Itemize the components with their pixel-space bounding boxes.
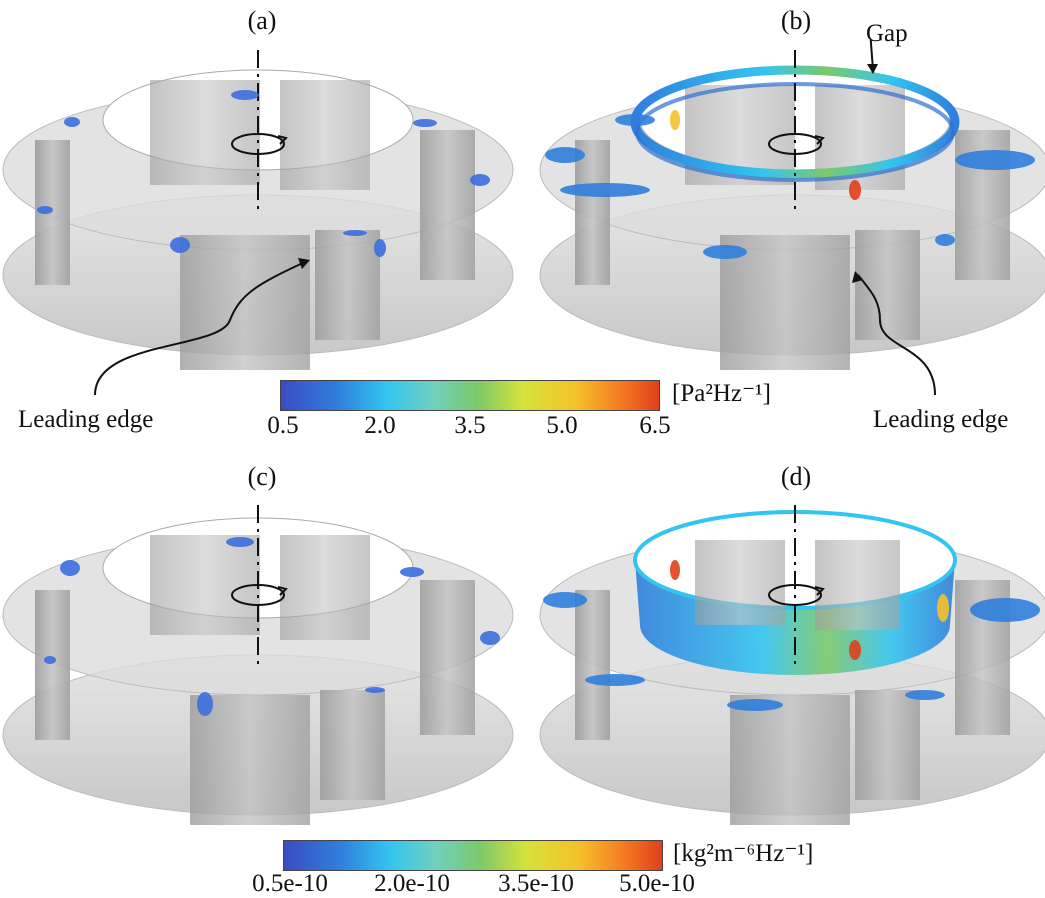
rotation-arrow-icon xyxy=(231,133,285,155)
rotation-arrow-icon xyxy=(768,133,822,155)
colorbar-density-unit: [kg²m⁻⁶Hz⁻¹] xyxy=(673,840,814,867)
leading-edge-label-left: Leading edge xyxy=(18,406,154,433)
pressure-contours xyxy=(545,110,1035,259)
panel-label-a: (a) xyxy=(247,6,277,35)
blade xyxy=(280,80,370,190)
impeller-render-c xyxy=(0,500,520,870)
density-contours xyxy=(543,560,1040,711)
colorbar-tick: 2.0e-10 xyxy=(374,870,450,897)
density-contours xyxy=(44,537,500,716)
colorbar-pressure-unit: [Pa²Hz⁻¹] xyxy=(672,380,771,407)
panel-label-c: (c) xyxy=(247,462,277,491)
impeller-render-a xyxy=(0,40,520,410)
gap-annotation: Gap xyxy=(866,20,908,47)
impeller-render-d xyxy=(525,500,1045,870)
colorbar-tick: 5.0e-10 xyxy=(619,870,695,897)
colorbar-tick: 5.0 xyxy=(546,412,578,439)
colorbar-tick: 2.0 xyxy=(364,412,396,439)
colorbar-tick: 0.5 xyxy=(267,412,299,439)
rotation-arrow-icon xyxy=(768,584,822,606)
blade xyxy=(315,230,380,340)
colorbar-density xyxy=(283,840,663,871)
colorbar-tick: 6.5 xyxy=(639,412,671,439)
impeller-render-b xyxy=(525,40,1045,410)
blade xyxy=(420,130,475,280)
colorbar-pressure xyxy=(280,380,660,411)
pressure-contours xyxy=(37,90,490,257)
colorbar-tick: 3.5e-10 xyxy=(498,870,574,897)
leading-edge-label-right: Leading edge xyxy=(873,406,1009,433)
blade xyxy=(180,235,310,370)
colorbar-tick: 3.5 xyxy=(454,412,486,439)
panel-label-d: (d) xyxy=(780,462,812,491)
panel-label-b: (b) xyxy=(780,6,812,35)
colorbar-tick: 0.5e-10 xyxy=(252,870,328,897)
rotation-arrow-icon xyxy=(231,584,285,606)
